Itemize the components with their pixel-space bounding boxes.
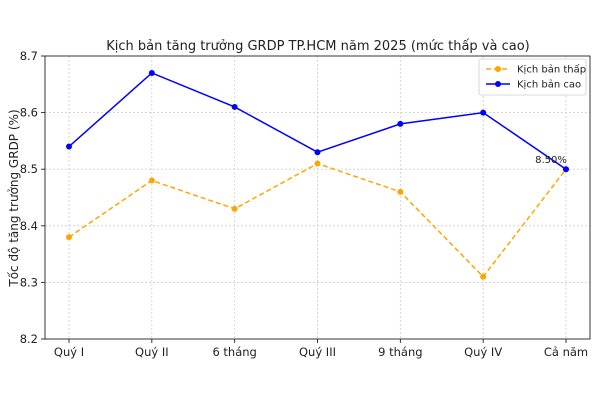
data-point [148, 177, 155, 184]
data-point [66, 143, 72, 150]
x-tick-label: Quý I [54, 345, 84, 359]
y-tick-label: 8.4 [20, 219, 38, 233]
legend-label: Kịch bản thấp [517, 64, 586, 76]
data-point [397, 120, 404, 127]
grid [45, 55, 590, 340]
legend-label: Kịch bản cao [517, 79, 581, 91]
data-point [66, 234, 72, 241]
x-tick-label: 6 tháng [212, 345, 256, 359]
series-layer [66, 69, 569, 280]
legend-swatch-marker [495, 81, 501, 87]
chart-title: Kịch bản tăng trưởng GRDP TP.HCM năm 202… [106, 39, 529, 54]
annotation-label: 8.50% [535, 155, 567, 166]
data-point [480, 273, 487, 280]
x-tick-label: Quý II [135, 345, 169, 359]
x-tick-label: Cả năm [544, 345, 588, 359]
legend-swatch-marker [495, 66, 501, 72]
y-axis-label: Tốc độ tăng trưởng GRDP (%) [7, 109, 21, 287]
series-high [66, 69, 569, 173]
x-tick-label: 9 tháng [378, 345, 422, 359]
legend-box [478, 58, 587, 96]
x-tick-label: Quý IV [464, 345, 502, 359]
y-tick-label: 8.7 [20, 49, 38, 63]
data-point [563, 166, 569, 173]
y-tick-label: 8.6 [20, 106, 38, 120]
data-point [148, 69, 155, 76]
data-point [314, 149, 321, 156]
y-tick-label: 8.3 [20, 275, 38, 289]
axes: 8.2 8.3 8.4 8.5 8.6 8.7 Quý I Quý II 6 tháng Quý … [20, 49, 591, 359]
legend: Kịch bản thấp Kịch bản cao [478, 58, 587, 96]
data-point [397, 188, 404, 195]
x-tick-label: Quý III [299, 345, 336, 359]
data-point [231, 103, 238, 110]
y-tick-label: 8.5 [20, 162, 38, 176]
annotations: 8.50% [535, 155, 567, 166]
y-tick-label: 8.2 [20, 332, 38, 346]
data-point [314, 160, 321, 167]
data-point [231, 205, 238, 212]
data-point [480, 109, 487, 116]
